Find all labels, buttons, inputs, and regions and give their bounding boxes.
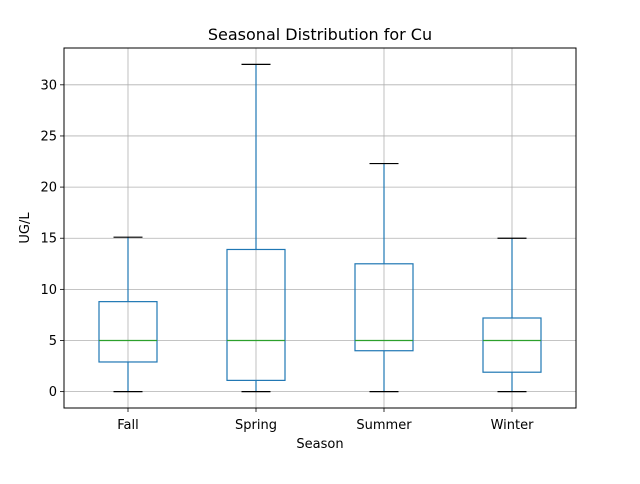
y-tick-label: 15 (40, 232, 57, 247)
x-tick-label: Winter (491, 418, 535, 433)
x-axis-label: Season (296, 437, 343, 452)
chart-title: Seasonal Distribution for Cu (208, 25, 432, 44)
y-tick-label: 20 (40, 181, 57, 196)
y-tick-label: 25 (40, 129, 57, 144)
y-tick-label: 5 (49, 334, 57, 349)
box-fall (98, 236, 158, 393)
y-tick-label: 10 (40, 283, 57, 298)
x-tick-label: Spring (235, 418, 277, 433)
iqr-box (482, 317, 542, 373)
box-summer (354, 162, 414, 393)
iqr-box (354, 263, 414, 352)
iqr-box (226, 248, 286, 381)
axis-ticks: 0 5 10 15 20 25 30 Fall Spring Summer Winter (40, 78, 534, 433)
box-winter (482, 237, 542, 393)
boxes (98, 63, 542, 393)
y-axis-label: UG/L (18, 212, 33, 244)
box-spring (226, 63, 286, 393)
x-tick-label: Summer (356, 418, 412, 433)
plot-frame (63, 47, 577, 409)
x-tick-label: Fall (117, 418, 138, 433)
y-tick-label: 30 (40, 78, 57, 93)
y-tick-label: 0 (49, 385, 57, 400)
iqr-box (98, 301, 158, 363)
